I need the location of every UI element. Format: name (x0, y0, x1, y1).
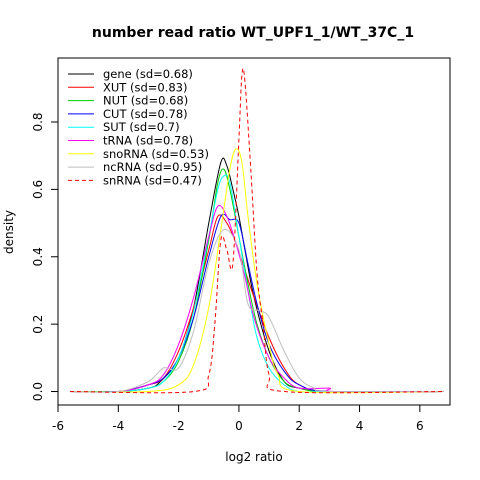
legend-label: snoRNA (sd=0.53) (103, 147, 209, 161)
series-line-1 (70, 214, 444, 393)
y-tick-label: 0.8 (31, 112, 45, 131)
legend-label: gene (sd=0.68) (103, 67, 193, 81)
legend-label: XUT (sd=0.83) (103, 80, 187, 94)
series-line-6 (70, 148, 444, 394)
x-tick-label: -4 (112, 419, 124, 433)
x-axis: -6 -4 -2 0 2 4 6 (52, 404, 424, 433)
legend-label: SUT (sd=0.7) (103, 120, 180, 134)
y-axis-label: density (2, 210, 16, 254)
series-line-4 (70, 174, 444, 393)
legend: gene (sd=0.68)XUT (sd=0.83)NUT (sd=0.68)… (68, 67, 209, 187)
x-tick-label: 2 (295, 419, 303, 433)
y-tick-label: 0.2 (31, 315, 45, 334)
x-axis-label: log2 ratio (225, 450, 282, 464)
plot-lines (70, 67, 444, 394)
x-tick-label: 6 (416, 419, 424, 433)
series-line-8 (70, 67, 444, 394)
legend-label: ncRNA (sd=0.95) (103, 160, 202, 174)
y-tick-label: 0.0 (31, 382, 45, 401)
y-tick-label: 0.6 (31, 180, 45, 199)
y-axis: 0.0 0.2 0.4 0.6 0.8 (31, 112, 59, 401)
legend-label: snRNA (sd=0.47) (103, 173, 202, 187)
series-line-3 (70, 213, 444, 393)
x-tick-label: -2 (173, 419, 185, 433)
series-line-7 (70, 229, 444, 393)
x-tick-label: 4 (356, 419, 364, 433)
legend-label: CUT (sd=0.78) (103, 107, 188, 121)
x-tick-label: -6 (52, 419, 64, 433)
chart-title: number read ratio WT_UPF1_1/WT_37C_1 (92, 25, 414, 41)
x-tick-label: 0 (235, 419, 243, 433)
series-line-5 (70, 204, 444, 393)
legend-label: tRNA (sd=0.78) (103, 134, 193, 148)
y-tick-label: 0.4 (31, 247, 45, 266)
legend-label: NUT (sd=0.68) (103, 94, 188, 108)
